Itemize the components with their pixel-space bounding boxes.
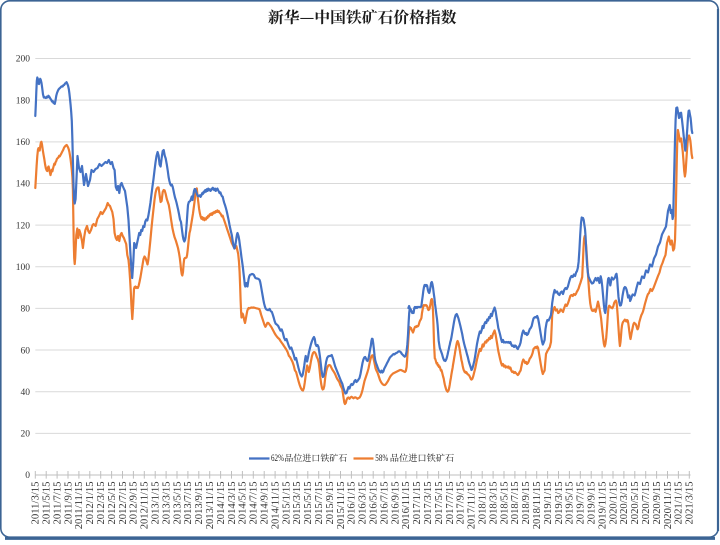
svg-text:2013/1/15: 2013/1/15 (151, 482, 162, 525)
svg-text:2013/11/15: 2013/11/15 (205, 482, 216, 530)
svg-text:2017/7/15: 2017/7/15 (445, 482, 456, 525)
svg-text:2017/9/15: 2017/9/15 (456, 482, 467, 525)
svg-text:2019/11/15: 2019/11/15 (597, 482, 608, 530)
svg-text:2015/11/15: 2015/11/15 (336, 482, 347, 530)
svg-text:2016/7/15: 2016/7/15 (379, 482, 390, 525)
svg-text:2011/11/15: 2011/11/15 (74, 482, 85, 530)
svg-text:2013/3/15: 2013/3/15 (161, 482, 172, 525)
svg-text:2019/5/15: 2019/5/15 (565, 482, 576, 525)
svg-text:2017/1/15: 2017/1/15 (412, 482, 423, 525)
svg-text:2021/3/15: 2021/3/15 (685, 482, 696, 525)
svg-text:62%: 62% (271, 454, 284, 464)
svg-text:2019/9/15: 2019/9/15 (587, 482, 598, 525)
svg-text:2011/5/15: 2011/5/15 (42, 482, 53, 525)
svg-text:2015/3/15: 2015/3/15 (292, 482, 303, 525)
svg-text:2013/7/15: 2013/7/15 (183, 482, 194, 525)
svg-text:2016/3/15: 2016/3/15 (358, 482, 369, 525)
svg-text:120: 120 (16, 221, 31, 231)
svg-text:140: 140 (16, 180, 31, 190)
svg-text:2012/5/15: 2012/5/15 (107, 482, 118, 525)
svg-text:2011/3/15: 2011/3/15 (31, 482, 42, 525)
svg-text:2016/11/15: 2016/11/15 (401, 482, 412, 530)
svg-text:2019/7/15: 2019/7/15 (576, 482, 587, 525)
svg-text:2018/1/15: 2018/1/15 (478, 482, 489, 525)
svg-text:2020/7/15: 2020/7/15 (641, 482, 652, 525)
svg-text:0: 0 (25, 471, 30, 481)
svg-text:2014/7/15: 2014/7/15 (249, 482, 260, 525)
svg-text:2011/9/15: 2011/9/15 (63, 482, 74, 525)
svg-text:58%: 58% (375, 454, 388, 464)
svg-text:2019/3/15: 2019/3/15 (554, 482, 565, 525)
svg-text:2014/11/15: 2014/11/15 (270, 482, 281, 530)
svg-text:2018/9/15: 2018/9/15 (521, 482, 532, 525)
svg-text:160: 160 (16, 138, 31, 148)
svg-text:2018/5/15: 2018/5/15 (499, 482, 510, 525)
svg-text:2020/3/15: 2020/3/15 (619, 482, 630, 525)
svg-text:2020/1/15: 2020/1/15 (608, 482, 619, 525)
svg-text:2017/11/15: 2017/11/15 (467, 482, 478, 530)
svg-text:200: 200 (16, 55, 31, 65)
svg-text:2018/11/15: 2018/11/15 (532, 482, 543, 530)
svg-text:2018/3/15: 2018/3/15 (488, 482, 499, 525)
svg-text:2020/11/15: 2020/11/15 (663, 482, 674, 530)
svg-text:2015/1/15: 2015/1/15 (281, 482, 292, 525)
svg-text:2013/5/15: 2013/5/15 (172, 482, 183, 525)
svg-text:2015/7/15: 2015/7/15 (314, 482, 325, 525)
svg-text:2012/3/15: 2012/3/15 (96, 482, 107, 525)
svg-text:2018/7/15: 2018/7/15 (510, 482, 521, 525)
svg-text:20: 20 (21, 430, 31, 440)
svg-text:2017/5/15: 2017/5/15 (434, 482, 445, 525)
svg-text:80: 80 (21, 305, 31, 315)
svg-text:180: 180 (16, 96, 31, 106)
svg-text:2014/1/15: 2014/1/15 (216, 482, 227, 525)
svg-text:60: 60 (21, 346, 31, 356)
svg-text:2012/7/15: 2012/7/15 (118, 482, 129, 525)
svg-text:2015/9/15: 2015/9/15 (325, 482, 336, 525)
svg-text:2020/5/15: 2020/5/15 (630, 482, 641, 525)
svg-text:2014/9/15: 2014/9/15 (260, 482, 271, 525)
svg-text:2015/5/15: 2015/5/15 (303, 482, 314, 525)
svg-text:100: 100 (16, 263, 31, 273)
svg-text:2012/9/15: 2012/9/15 (129, 482, 140, 525)
svg-text:2011/7/15: 2011/7/15 (52, 482, 63, 525)
svg-text:2019/1/15: 2019/1/15 (543, 482, 554, 525)
svg-text:2016/9/15: 2016/9/15 (390, 482, 401, 525)
svg-text:2020/9/15: 2020/9/15 (652, 482, 663, 525)
svg-text:40: 40 (21, 388, 31, 398)
svg-text:2016/5/15: 2016/5/15 (369, 482, 380, 525)
svg-text:2014/3/15: 2014/3/15 (227, 482, 238, 525)
svg-text:2016/1/15: 2016/1/15 (347, 482, 358, 525)
svg-text:2021/1/15: 2021/1/15 (674, 482, 685, 525)
svg-text:2013/9/15: 2013/9/15 (194, 482, 205, 525)
svg-text:2017/3/15: 2017/3/15 (423, 482, 434, 525)
svg-text:2012/1/15: 2012/1/15 (85, 482, 96, 525)
svg-text:2012/11/15: 2012/11/15 (140, 482, 151, 530)
svg-text:2014/5/15: 2014/5/15 (238, 482, 249, 525)
